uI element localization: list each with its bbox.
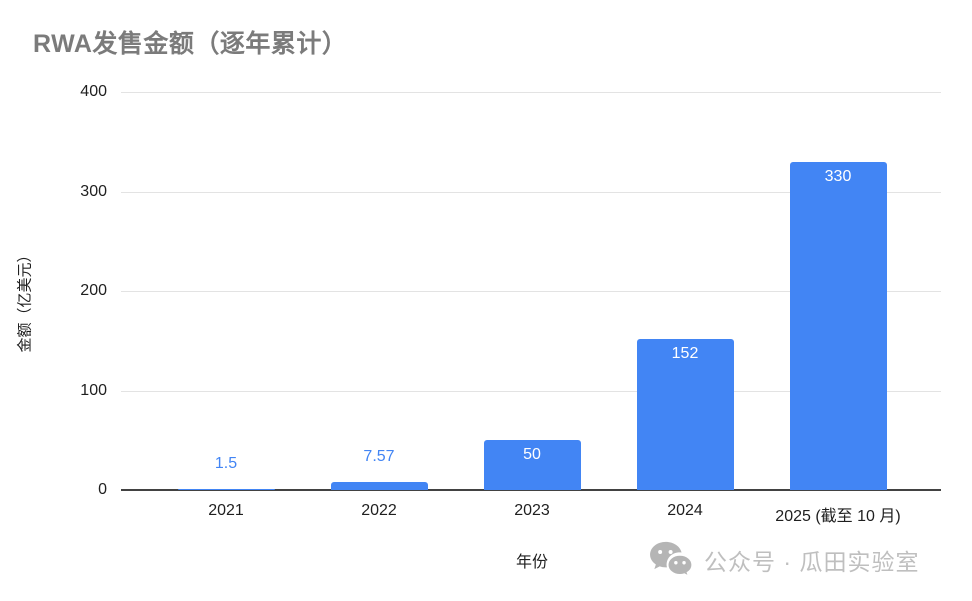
y-tick-label-300: 300 (80, 182, 107, 200)
y-tick-label-100: 100 (80, 381, 107, 399)
bar-2023 (483, 440, 581, 490)
bar-2025 (截至 10 月) (789, 161, 887, 490)
watermark: 公众号 · 瓜田实验室 (648, 538, 919, 582)
y-tick-label-200: 200 (80, 282, 107, 299)
x-tick-label-2021: 2021 (208, 502, 244, 519)
bar-2021 (177, 488, 275, 490)
x-tick-label-2025 (截至 10 月): 2025 (截至 10 月) (775, 508, 901, 525)
x-axis-line (121, 489, 941, 491)
wechat-icon (650, 541, 694, 579)
bar-2022 (330, 482, 428, 490)
gridline-400 (121, 92, 941, 93)
bar-value-label-2023: 50 (523, 446, 541, 464)
gridline-300 (121, 191, 941, 193)
plot-area: 1.5 7.57 50 152 330 (121, 92, 941, 491)
gridline-100 (121, 390, 941, 392)
y-tick-label-0: 0 (98, 481, 107, 498)
x-tick-label-2022: 2022 (361, 502, 397, 519)
y-axis-title: 金额（亿美元） (16, 247, 34, 353)
x-tick-label-2024: 2024 (667, 502, 703, 519)
chart-title: RWA发售金额（逐年累计） (33, 30, 348, 58)
y-tick-label-400: 400 (80, 83, 107, 100)
bar-2024 (636, 338, 734, 490)
bar-value-label-2025 (截至 10 月): 330 (824, 167, 852, 185)
bar-value-label-2022: 7.57 (363, 448, 395, 466)
x-tick-label-2023: 2023 (514, 502, 550, 519)
bar-value-label-2024: 152 (671, 344, 699, 362)
x-axis-title: 年份 (515, 554, 549, 571)
gridline-200 (121, 291, 941, 292)
watermark-text: 公众号 · 瓜田实验室 (704, 549, 920, 575)
bar-value-label-2021: 1.5 (214, 454, 238, 472)
